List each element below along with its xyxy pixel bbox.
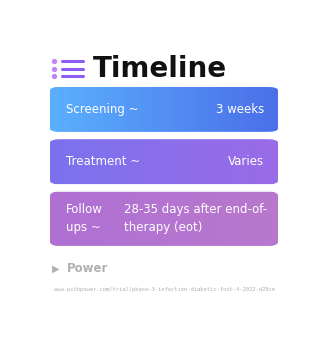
Text: www.withpower.com/trial/phase-3-infection-diabetic-foot-4-2022-d28ce: www.withpower.com/trial/phase-3-infectio… — [53, 287, 275, 292]
Text: 3 weeks: 3 weeks — [216, 103, 264, 116]
Text: Treatment ~: Treatment ~ — [66, 155, 140, 168]
Text: Screening ~: Screening ~ — [66, 103, 138, 116]
Text: Follow
ups ~: Follow ups ~ — [66, 203, 102, 234]
FancyBboxPatch shape — [50, 87, 278, 132]
Text: Power: Power — [67, 262, 108, 275]
Text: Varies: Varies — [228, 155, 264, 168]
Text: 28-35 days after end-of-
therapy (eot): 28-35 days after end-of- therapy (eot) — [124, 203, 267, 234]
FancyBboxPatch shape — [50, 139, 278, 184]
FancyBboxPatch shape — [50, 192, 278, 246]
Text: Timeline: Timeline — [93, 54, 227, 83]
Text: ▶: ▶ — [52, 264, 59, 274]
